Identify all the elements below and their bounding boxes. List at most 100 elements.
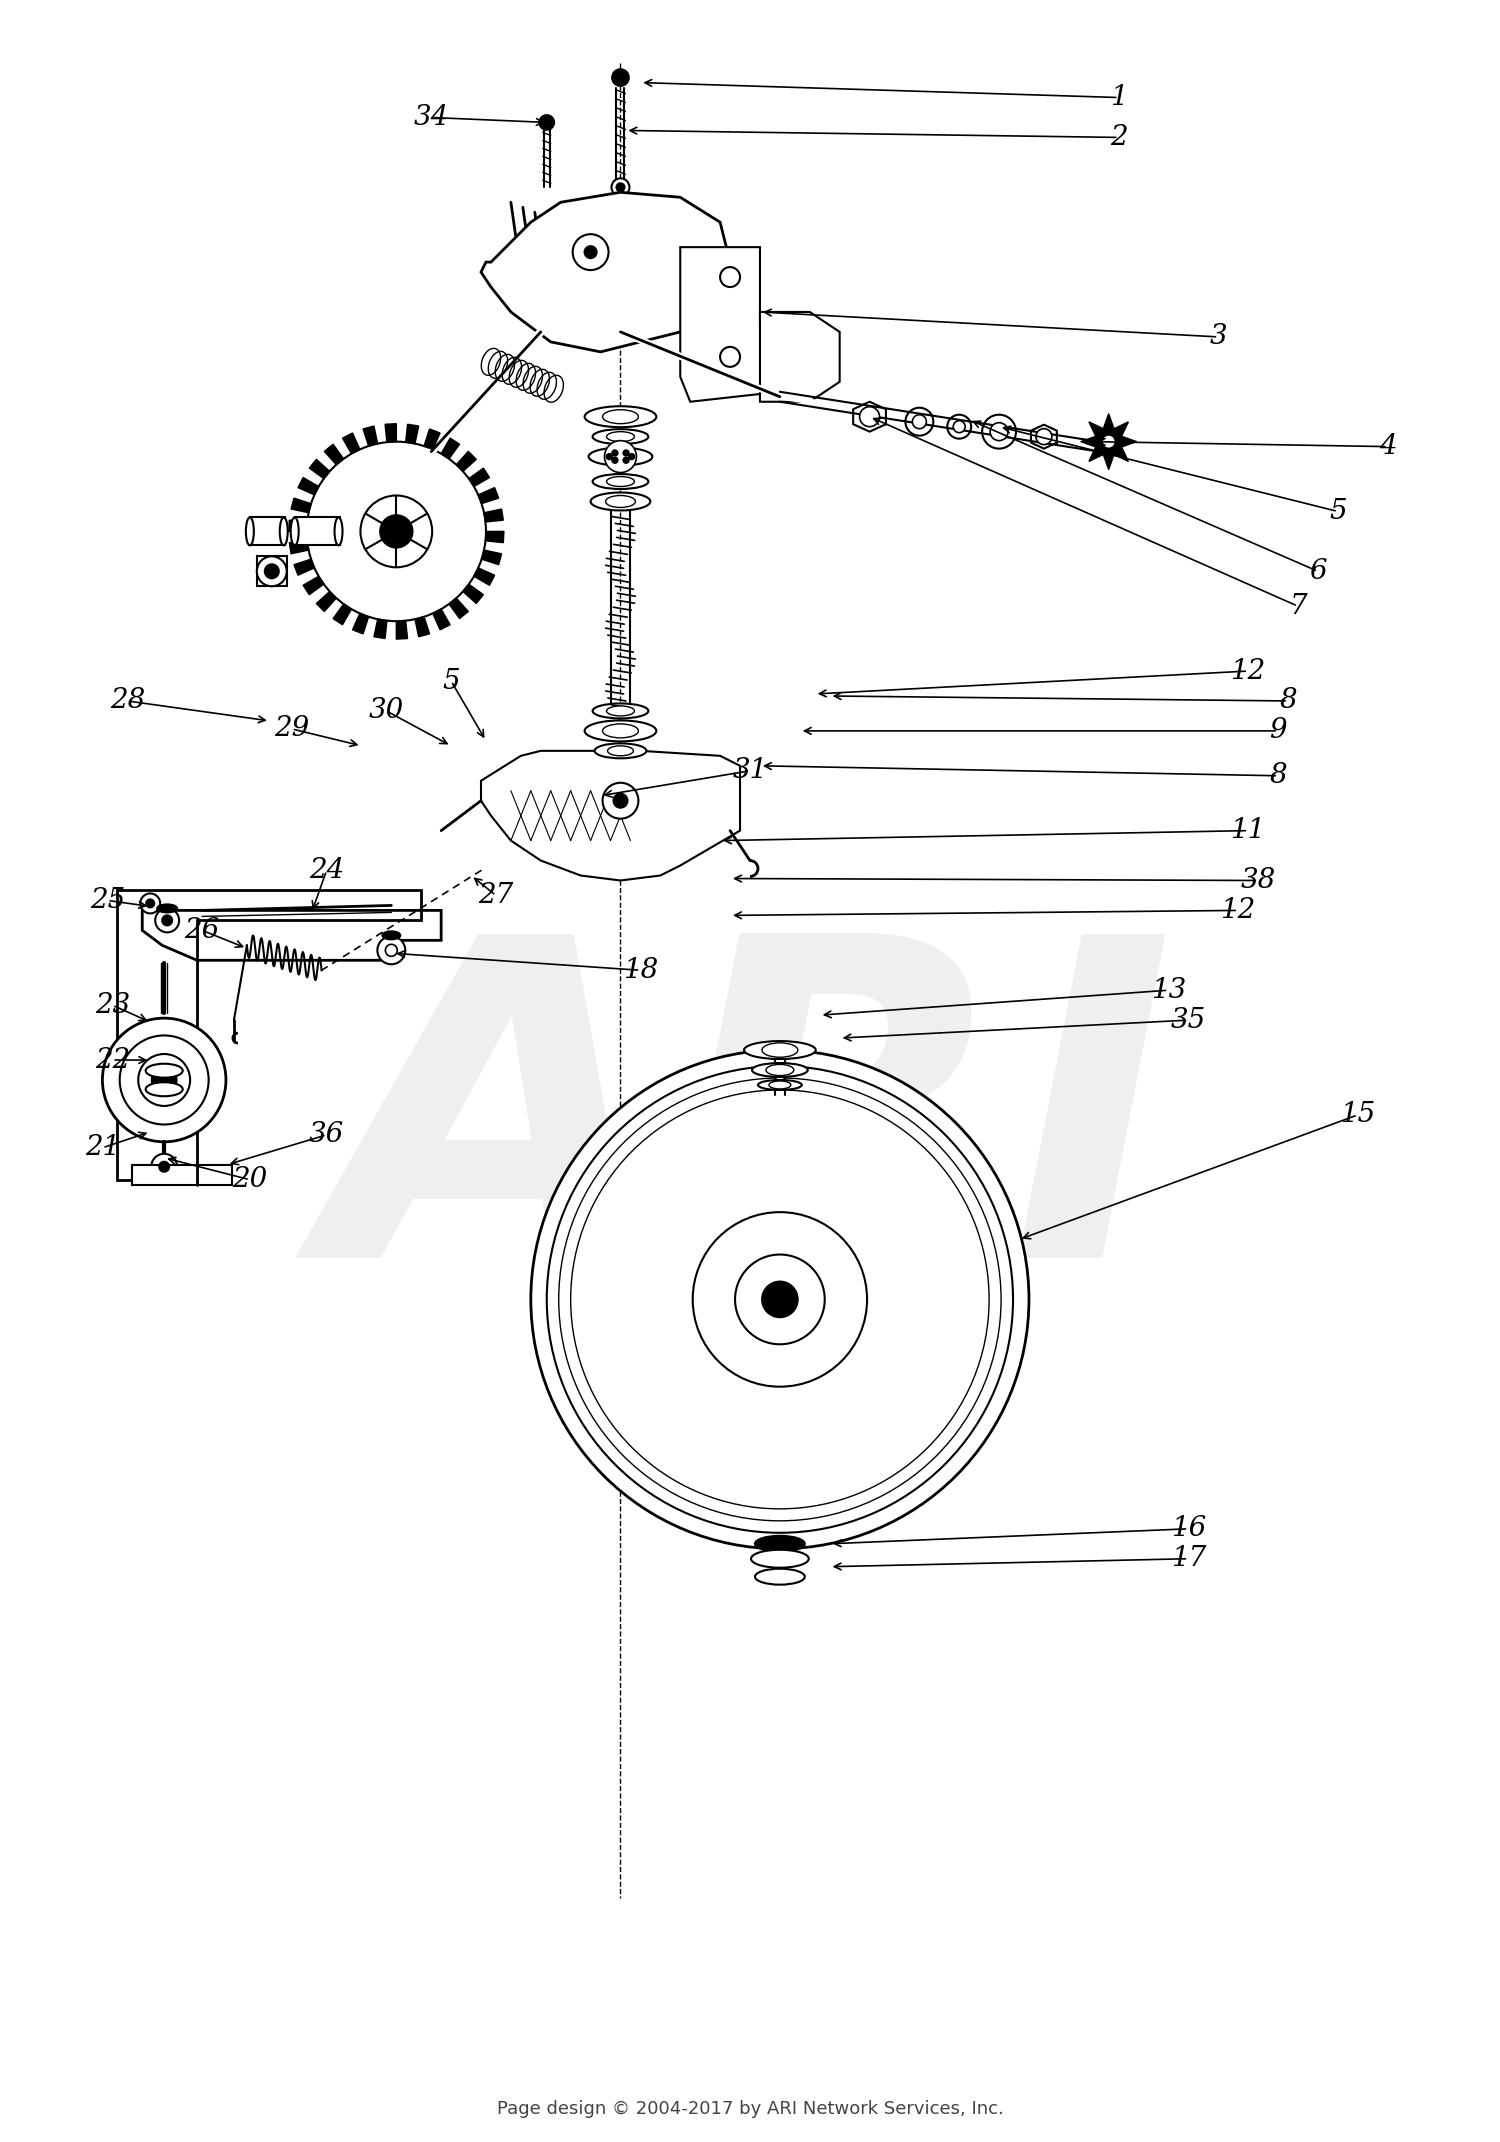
Circle shape xyxy=(120,1035,208,1125)
Polygon shape xyxy=(464,585,483,604)
Text: 3: 3 xyxy=(1209,323,1227,351)
Circle shape xyxy=(540,116,554,129)
Polygon shape xyxy=(1030,424,1057,448)
Polygon shape xyxy=(405,424,418,443)
Polygon shape xyxy=(294,559,315,576)
Circle shape xyxy=(154,908,178,932)
Ellipse shape xyxy=(606,433,634,441)
Circle shape xyxy=(531,1050,1029,1549)
Circle shape xyxy=(548,1067,1012,1534)
Text: 25: 25 xyxy=(90,887,124,915)
Polygon shape xyxy=(416,617,429,636)
Text: 1: 1 xyxy=(1110,84,1128,111)
Circle shape xyxy=(612,450,618,456)
Text: ARI: ARI xyxy=(324,921,1176,1349)
Text: 12: 12 xyxy=(1221,897,1256,923)
Polygon shape xyxy=(760,313,840,403)
Ellipse shape xyxy=(603,724,639,737)
Ellipse shape xyxy=(592,473,648,488)
Polygon shape xyxy=(298,478,318,495)
Text: 2: 2 xyxy=(1110,124,1128,150)
Circle shape xyxy=(614,795,627,808)
Circle shape xyxy=(138,1054,190,1105)
Circle shape xyxy=(612,69,628,86)
Text: 12: 12 xyxy=(1230,658,1266,685)
Polygon shape xyxy=(142,910,441,960)
Bar xyxy=(256,557,286,587)
Polygon shape xyxy=(374,619,387,638)
Polygon shape xyxy=(352,613,369,634)
Polygon shape xyxy=(290,540,309,555)
Circle shape xyxy=(612,456,618,463)
Circle shape xyxy=(616,184,624,191)
Circle shape xyxy=(162,915,172,925)
Text: 7: 7 xyxy=(1288,593,1306,619)
Ellipse shape xyxy=(585,407,657,426)
Circle shape xyxy=(906,407,933,435)
Polygon shape xyxy=(441,439,459,458)
Text: 22: 22 xyxy=(94,1047,130,1073)
Circle shape xyxy=(912,416,927,428)
Circle shape xyxy=(573,233,609,270)
Ellipse shape xyxy=(334,518,342,546)
Ellipse shape xyxy=(291,518,298,546)
Text: 21: 21 xyxy=(86,1135,120,1161)
Bar xyxy=(132,1165,232,1185)
Circle shape xyxy=(152,1067,177,1092)
Polygon shape xyxy=(482,752,740,880)
Text: 16: 16 xyxy=(1170,1514,1206,1542)
Circle shape xyxy=(628,454,634,461)
Ellipse shape xyxy=(606,707,634,715)
Ellipse shape xyxy=(382,932,400,940)
Ellipse shape xyxy=(754,1568,806,1585)
Ellipse shape xyxy=(588,448,652,465)
Ellipse shape xyxy=(246,518,254,546)
Circle shape xyxy=(604,441,636,473)
Text: Page design © 2004-2017 by ARI Network Services, Inc.: Page design © 2004-2017 by ARI Network S… xyxy=(496,2101,1004,2118)
Polygon shape xyxy=(853,403,886,433)
Circle shape xyxy=(266,563,279,578)
Text: 6: 6 xyxy=(1310,557,1326,585)
Ellipse shape xyxy=(770,1082,790,1088)
Ellipse shape xyxy=(606,476,634,486)
Ellipse shape xyxy=(606,495,636,508)
Text: 23: 23 xyxy=(94,992,130,1020)
Ellipse shape xyxy=(608,745,633,756)
Circle shape xyxy=(606,454,612,461)
Ellipse shape xyxy=(603,409,639,424)
Ellipse shape xyxy=(146,1065,183,1077)
Polygon shape xyxy=(433,608,450,630)
Text: 31: 31 xyxy=(732,758,768,784)
Text: 30: 30 xyxy=(369,698,404,724)
Text: 5: 5 xyxy=(1329,497,1347,525)
Circle shape xyxy=(982,416,1016,448)
Text: 9: 9 xyxy=(1269,718,1287,745)
Ellipse shape xyxy=(591,493,651,510)
Ellipse shape xyxy=(752,1551,808,1568)
Circle shape xyxy=(159,1161,170,1172)
Polygon shape xyxy=(474,568,495,585)
Circle shape xyxy=(720,347,740,366)
Polygon shape xyxy=(470,469,489,486)
Ellipse shape xyxy=(158,904,177,912)
Ellipse shape xyxy=(758,1080,802,1090)
Polygon shape xyxy=(486,531,504,542)
Polygon shape xyxy=(303,576,324,595)
Text: 11: 11 xyxy=(1230,816,1266,844)
Text: 20: 20 xyxy=(232,1165,267,1193)
Ellipse shape xyxy=(585,720,657,741)
Polygon shape xyxy=(456,452,477,471)
Circle shape xyxy=(859,407,879,426)
Text: 36: 36 xyxy=(309,1120,344,1148)
Text: 27: 27 xyxy=(478,883,513,908)
Ellipse shape xyxy=(744,1041,816,1058)
Ellipse shape xyxy=(754,1536,806,1551)
Text: 15: 15 xyxy=(1340,1101,1376,1129)
Polygon shape xyxy=(396,621,408,638)
Circle shape xyxy=(378,936,405,964)
Circle shape xyxy=(360,495,432,568)
Circle shape xyxy=(386,945,398,955)
Polygon shape xyxy=(342,433,360,454)
Text: 24: 24 xyxy=(309,857,344,885)
Circle shape xyxy=(622,450,628,456)
